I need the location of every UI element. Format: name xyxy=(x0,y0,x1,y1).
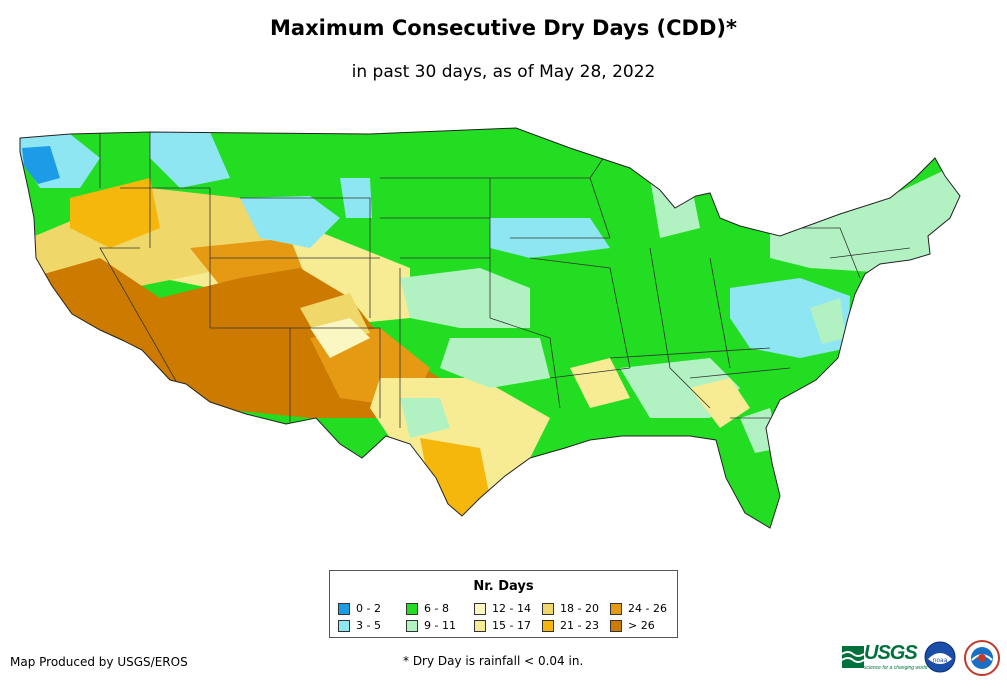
legend-label: 12 - 14 xyxy=(492,602,531,615)
legend-item: 6 - 8 xyxy=(406,602,449,615)
legend-item: 24 - 26 xyxy=(610,602,667,615)
cdd-map xyxy=(19,127,961,529)
map-credit: Map Produced by USGS/EROS xyxy=(10,655,188,669)
legend-item: 3 - 5 xyxy=(338,619,381,632)
legend-item: > 26 xyxy=(610,619,655,632)
legend-box: Nr. Days 0 - 2 3 - 5 6 - 8 9 - 11 12 - 14 15 … xyxy=(329,570,678,638)
legend-swatch xyxy=(338,619,350,632)
dry-day-footnote: * Dry Day is rainfall < 0.04 in. xyxy=(403,654,584,668)
legend-label: 18 - 20 xyxy=(560,602,599,615)
legend-item: 18 - 20 xyxy=(542,602,599,615)
legend-swatch xyxy=(542,619,554,632)
legend-item: 15 - 17 xyxy=(474,619,531,632)
legend-swatch xyxy=(406,602,418,615)
legend-label: 3 - 5 xyxy=(356,619,381,632)
usgs-tagline: science for a changing world xyxy=(864,665,928,671)
legend-item: 12 - 14 xyxy=(474,602,531,615)
usgs-logo-text: USGS xyxy=(864,642,918,664)
usgs-logo-icon: USGS science for a changing world xyxy=(842,642,927,671)
legend-label: 6 - 8 xyxy=(424,602,449,615)
legend-swatch xyxy=(338,602,350,615)
legend-label: 9 - 11 xyxy=(424,619,456,632)
legend-label: 24 - 26 xyxy=(628,602,667,615)
map-subtitle: in past 30 days, as of May 28, 2022 xyxy=(351,62,656,82)
legend-swatch xyxy=(542,602,554,615)
legend-swatch xyxy=(610,619,622,632)
legend-swatch xyxy=(610,602,622,615)
legend-swatch xyxy=(474,602,486,615)
legend-label: > 26 xyxy=(628,619,655,632)
noaa-logo-icon: noaa xyxy=(924,641,956,673)
legend-item: 9 - 11 xyxy=(406,619,456,632)
legend-label: 21 - 23 xyxy=(560,619,599,632)
legend-item: 0 - 2 xyxy=(338,602,381,615)
legend-label: 15 - 17 xyxy=(492,619,531,632)
noaa-logo-text: noaa xyxy=(933,657,948,664)
map-title: Maximum Consecutive Dry Days (CDD)* xyxy=(270,16,737,40)
legend-swatch xyxy=(474,619,486,632)
legend-label: 0 - 2 xyxy=(356,602,381,615)
nws-logo-icon xyxy=(964,640,1000,676)
usgs-wave-icon xyxy=(842,645,864,668)
legend-item: 21 - 23 xyxy=(542,619,599,632)
legend-swatch xyxy=(406,619,418,632)
legend-title: Nr. Days xyxy=(473,579,534,594)
